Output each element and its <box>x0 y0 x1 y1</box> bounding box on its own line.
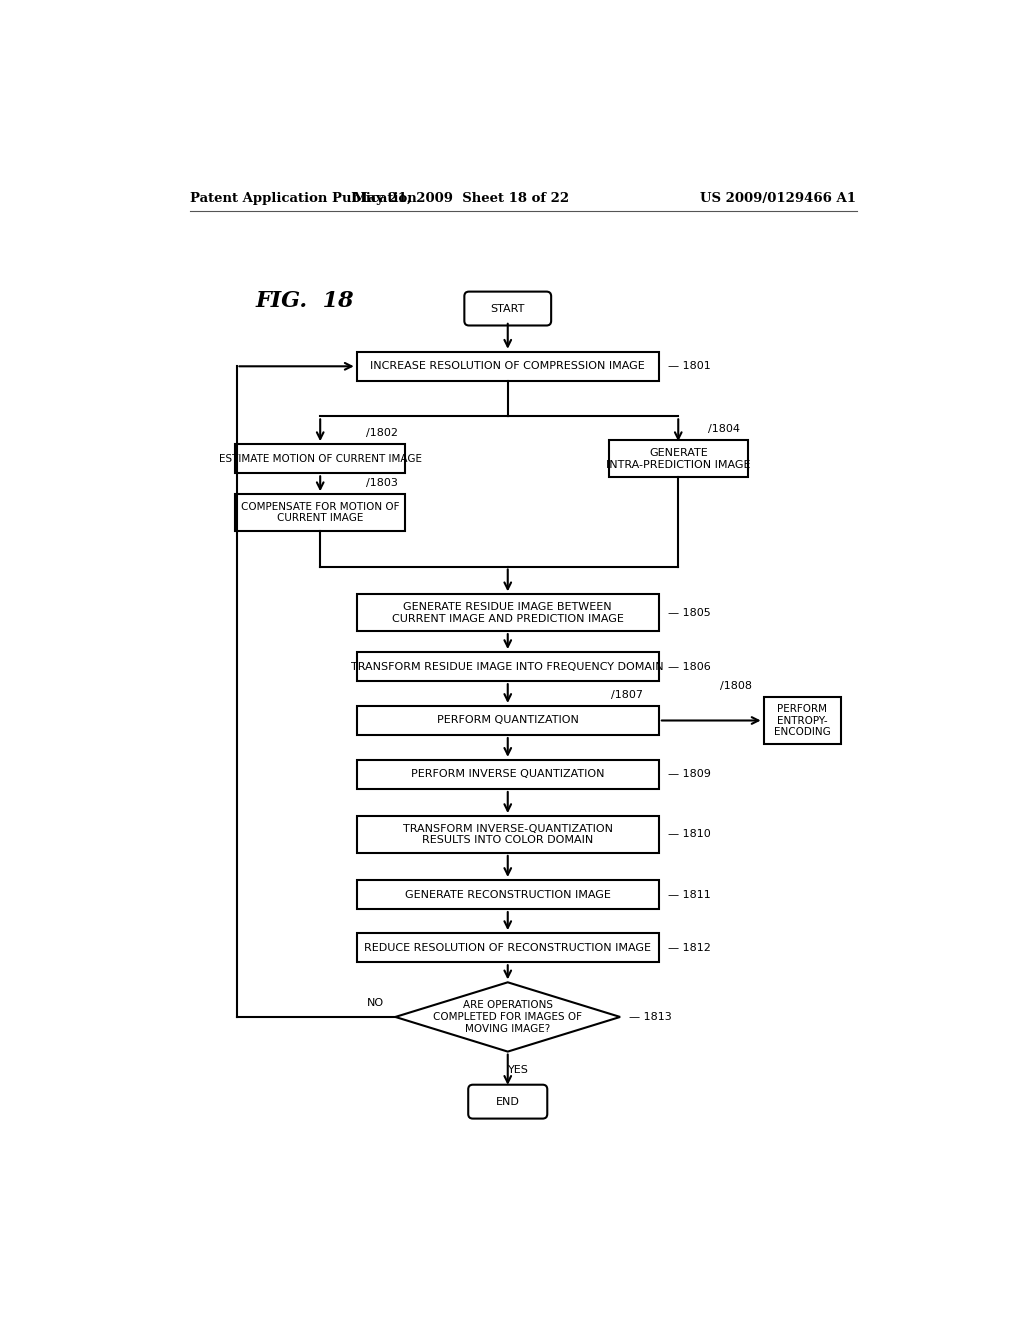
Text: START: START <box>490 304 525 314</box>
Text: May 21, 2009  Sheet 18 of 22: May 21, 2009 Sheet 18 of 22 <box>353 191 569 205</box>
Text: REDUCE RESOLUTION OF RECONSTRUCTION IMAGE: REDUCE RESOLUTION OF RECONSTRUCTION IMAG… <box>365 942 651 953</box>
Text: COMPENSATE FOR MOTION OF
CURRENT IMAGE: COMPENSATE FOR MOTION OF CURRENT IMAGE <box>241 502 399 524</box>
FancyBboxPatch shape <box>468 1085 547 1118</box>
Text: /1803: /1803 <box>366 478 397 488</box>
Text: — 1806: — 1806 <box>669 661 711 672</box>
Text: — 1811: — 1811 <box>669 890 711 899</box>
Polygon shape <box>395 982 621 1052</box>
Bar <box>764 697 841 743</box>
Text: PERFORM INVERSE QUANTIZATION: PERFORM INVERSE QUANTIZATION <box>411 770 604 779</box>
Bar <box>356 652 658 681</box>
Bar <box>608 441 748 478</box>
Bar <box>356 816 658 853</box>
Bar <box>356 351 658 381</box>
Text: /1807: /1807 <box>611 690 643 700</box>
Bar <box>356 760 658 789</box>
Bar <box>234 494 406 531</box>
Text: /1802: /1802 <box>366 428 397 438</box>
Bar <box>356 933 658 962</box>
FancyBboxPatch shape <box>464 292 551 326</box>
Text: — 1805: — 1805 <box>669 607 711 618</box>
Text: /1808: /1808 <box>720 681 752 692</box>
Bar <box>356 880 658 909</box>
Bar <box>356 594 658 631</box>
Text: NO: NO <box>367 998 384 1007</box>
Text: — 1801: — 1801 <box>669 362 711 371</box>
Text: ARE OPERATIONS
COMPLETED FOR IMAGES OF
MOVING IMAGE?: ARE OPERATIONS COMPLETED FOR IMAGES OF M… <box>433 1001 583 1034</box>
Text: ESTIMATE MOTION OF CURRENT IMAGE: ESTIMATE MOTION OF CURRENT IMAGE <box>219 454 422 463</box>
Bar <box>234 444 406 474</box>
Text: GENERATE
INTRA-PREDICTION IMAGE: GENERATE INTRA-PREDICTION IMAGE <box>606 447 751 470</box>
Text: YES: YES <box>508 1065 528 1074</box>
Bar <box>356 706 658 735</box>
Text: TRANSFORM INVERSE-QUANTIZATION
RESULTS INTO COLOR DOMAIN: TRANSFORM INVERSE-QUANTIZATION RESULTS I… <box>402 824 612 845</box>
Text: — 1809: — 1809 <box>669 770 711 779</box>
Text: GENERATE RECONSTRUCTION IMAGE: GENERATE RECONSTRUCTION IMAGE <box>404 890 610 899</box>
Text: US 2009/0129466 A1: US 2009/0129466 A1 <box>700 191 856 205</box>
Text: PERFORM QUANTIZATION: PERFORM QUANTIZATION <box>437 715 579 726</box>
Text: — 1810: — 1810 <box>669 829 711 840</box>
Text: — 1812: — 1812 <box>669 942 711 953</box>
Text: — 1813: — 1813 <box>630 1012 672 1022</box>
Text: GENERATE RESIDUE IMAGE BETWEEN
CURRENT IMAGE AND PREDICTION IMAGE: GENERATE RESIDUE IMAGE BETWEEN CURRENT I… <box>392 602 624 623</box>
Text: /1804: /1804 <box>709 424 740 434</box>
Text: Patent Application Publication: Patent Application Publication <box>190 191 417 205</box>
Text: INCREASE RESOLUTION OF COMPRESSION IMAGE: INCREASE RESOLUTION OF COMPRESSION IMAGE <box>371 362 645 371</box>
Text: TRANSFORM RESIDUE IMAGE INTO FREQUENCY DOMAIN: TRANSFORM RESIDUE IMAGE INTO FREQUENCY D… <box>351 661 664 672</box>
Text: FIG.  18: FIG. 18 <box>256 290 354 312</box>
Text: PERFORM
ENTROPY-
ENCODING: PERFORM ENTROPY- ENCODING <box>774 704 830 737</box>
Text: END: END <box>496 1097 520 1106</box>
